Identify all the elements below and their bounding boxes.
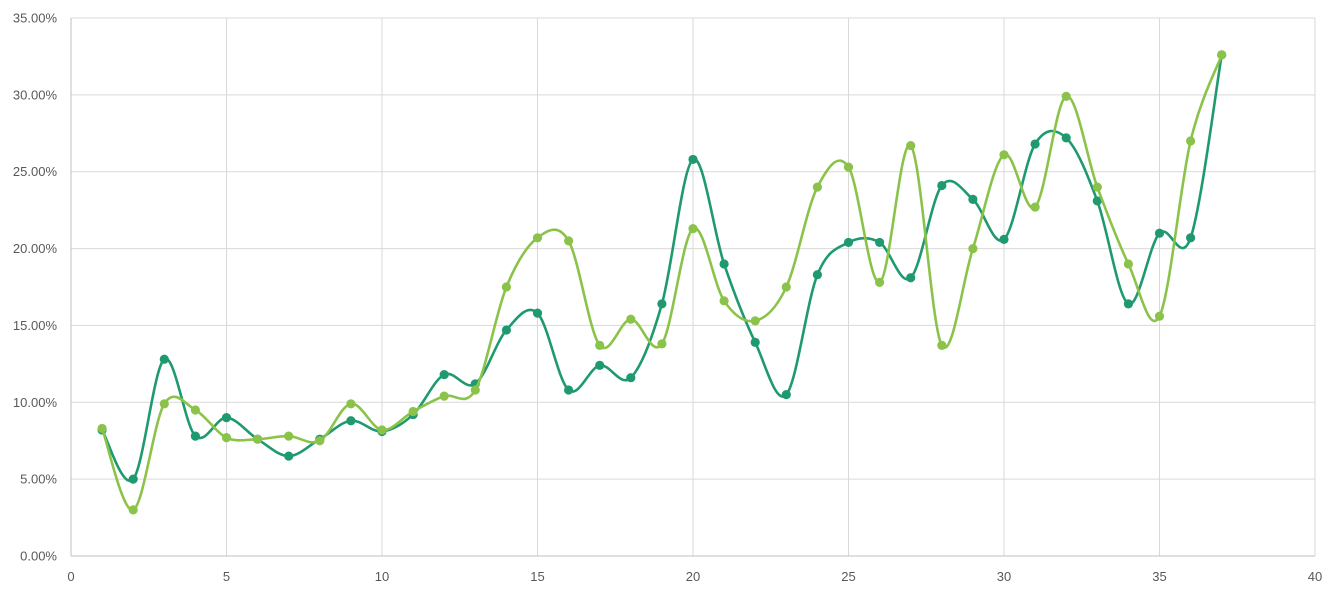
series-2 bbox=[97, 50, 1227, 515]
data-point bbox=[470, 385, 480, 395]
y-tick-label: 15.00% bbox=[13, 318, 58, 333]
series-layer bbox=[97, 50, 1227, 515]
data-point bbox=[812, 182, 823, 192]
data-point bbox=[564, 236, 574, 246]
data-point bbox=[284, 451, 294, 461]
data-point bbox=[284, 431, 294, 441]
data-point bbox=[1030, 202, 1040, 212]
x-tick-label: 40 bbox=[1308, 569, 1322, 584]
data-point bbox=[128, 505, 138, 515]
data-point bbox=[750, 337, 760, 347]
data-point bbox=[128, 474, 138, 484]
data-point bbox=[1092, 182, 1102, 192]
data-point bbox=[906, 273, 916, 283]
data-point bbox=[532, 308, 543, 318]
data-point bbox=[1092, 196, 1102, 206]
data-point bbox=[1154, 311, 1165, 321]
data-point bbox=[812, 270, 823, 280]
data-point bbox=[843, 162, 854, 172]
data-point bbox=[626, 314, 636, 324]
data-point bbox=[595, 340, 605, 351]
data-point bbox=[408, 406, 418, 417]
data-point bbox=[875, 277, 885, 287]
x-tick-label: 20 bbox=[686, 569, 700, 584]
data-point bbox=[750, 316, 760, 326]
data-point bbox=[937, 180, 947, 191]
data-point bbox=[968, 194, 978, 204]
data-point bbox=[1154, 228, 1165, 238]
axis-layer bbox=[70, 18, 1315, 557]
x-tick-label: 0 bbox=[67, 569, 74, 584]
data-point bbox=[564, 385, 574, 395]
data-point bbox=[626, 373, 636, 383]
x-tick-label: 5 bbox=[223, 569, 230, 584]
data-point bbox=[315, 436, 325, 446]
x-tick-label: 10 bbox=[375, 569, 389, 584]
data-point bbox=[221, 433, 232, 443]
data-point bbox=[1123, 259, 1133, 269]
data-point bbox=[190, 405, 200, 415]
x-tick-label: 25 bbox=[841, 569, 855, 584]
data-point bbox=[657, 299, 667, 309]
data-point bbox=[937, 340, 947, 351]
data-point bbox=[781, 390, 791, 400]
data-point bbox=[595, 360, 605, 370]
data-point bbox=[377, 425, 387, 435]
y-tick-label: 35.00% bbox=[13, 11, 58, 26]
x-tick-label: 15 bbox=[530, 569, 544, 584]
y-tick-label: 10.00% bbox=[13, 395, 58, 410]
data-point bbox=[843, 237, 854, 248]
y-tick-label: 0.00% bbox=[20, 549, 57, 564]
data-point bbox=[346, 399, 356, 409]
x-tick-label: 35 bbox=[1152, 569, 1166, 584]
data-point bbox=[439, 370, 449, 380]
data-point bbox=[501, 282, 511, 292]
data-point bbox=[719, 296, 729, 306]
data-point bbox=[1030, 139, 1040, 149]
data-point bbox=[968, 243, 978, 254]
data-point bbox=[97, 423, 107, 434]
data-point bbox=[875, 237, 885, 248]
data-point bbox=[532, 233, 543, 243]
data-point bbox=[346, 416, 356, 426]
data-point bbox=[719, 259, 729, 269]
x-tick-label: 30 bbox=[997, 569, 1011, 584]
data-point bbox=[688, 154, 698, 165]
data-point bbox=[501, 325, 511, 335]
data-point bbox=[221, 413, 232, 423]
y-tick-label: 20.00% bbox=[13, 241, 58, 256]
series-line bbox=[100, 53, 1223, 512]
data-point bbox=[1061, 133, 1071, 143]
data-point bbox=[781, 282, 791, 292]
data-point bbox=[1186, 136, 1196, 146]
y-tick-label: 30.00% bbox=[13, 87, 58, 102]
data-point bbox=[1061, 91, 1071, 101]
data-point bbox=[657, 339, 667, 349]
data-point bbox=[999, 234, 1009, 244]
data-point bbox=[190, 431, 200, 441]
data-point bbox=[688, 223, 698, 234]
y-tick-label: 5.00% bbox=[20, 472, 57, 487]
data-point bbox=[439, 391, 449, 401]
data-point bbox=[1186, 233, 1196, 243]
grid-layer bbox=[71, 17, 1316, 556]
data-point bbox=[999, 150, 1009, 160]
data-point bbox=[906, 140, 916, 151]
data-point bbox=[253, 434, 263, 444]
data-point bbox=[159, 354, 169, 364]
series-line bbox=[100, 53, 1223, 483]
tick-labels: 0.00% 5.00% 10.00% 15.00% 20.00% 25.00% 30.00%… bbox=[13, 11, 1322, 585]
data-point bbox=[1123, 299, 1133, 309]
data-point bbox=[159, 399, 169, 409]
data-point bbox=[1217, 50, 1227, 60]
y-tick-label: 25.00% bbox=[13, 164, 58, 179]
